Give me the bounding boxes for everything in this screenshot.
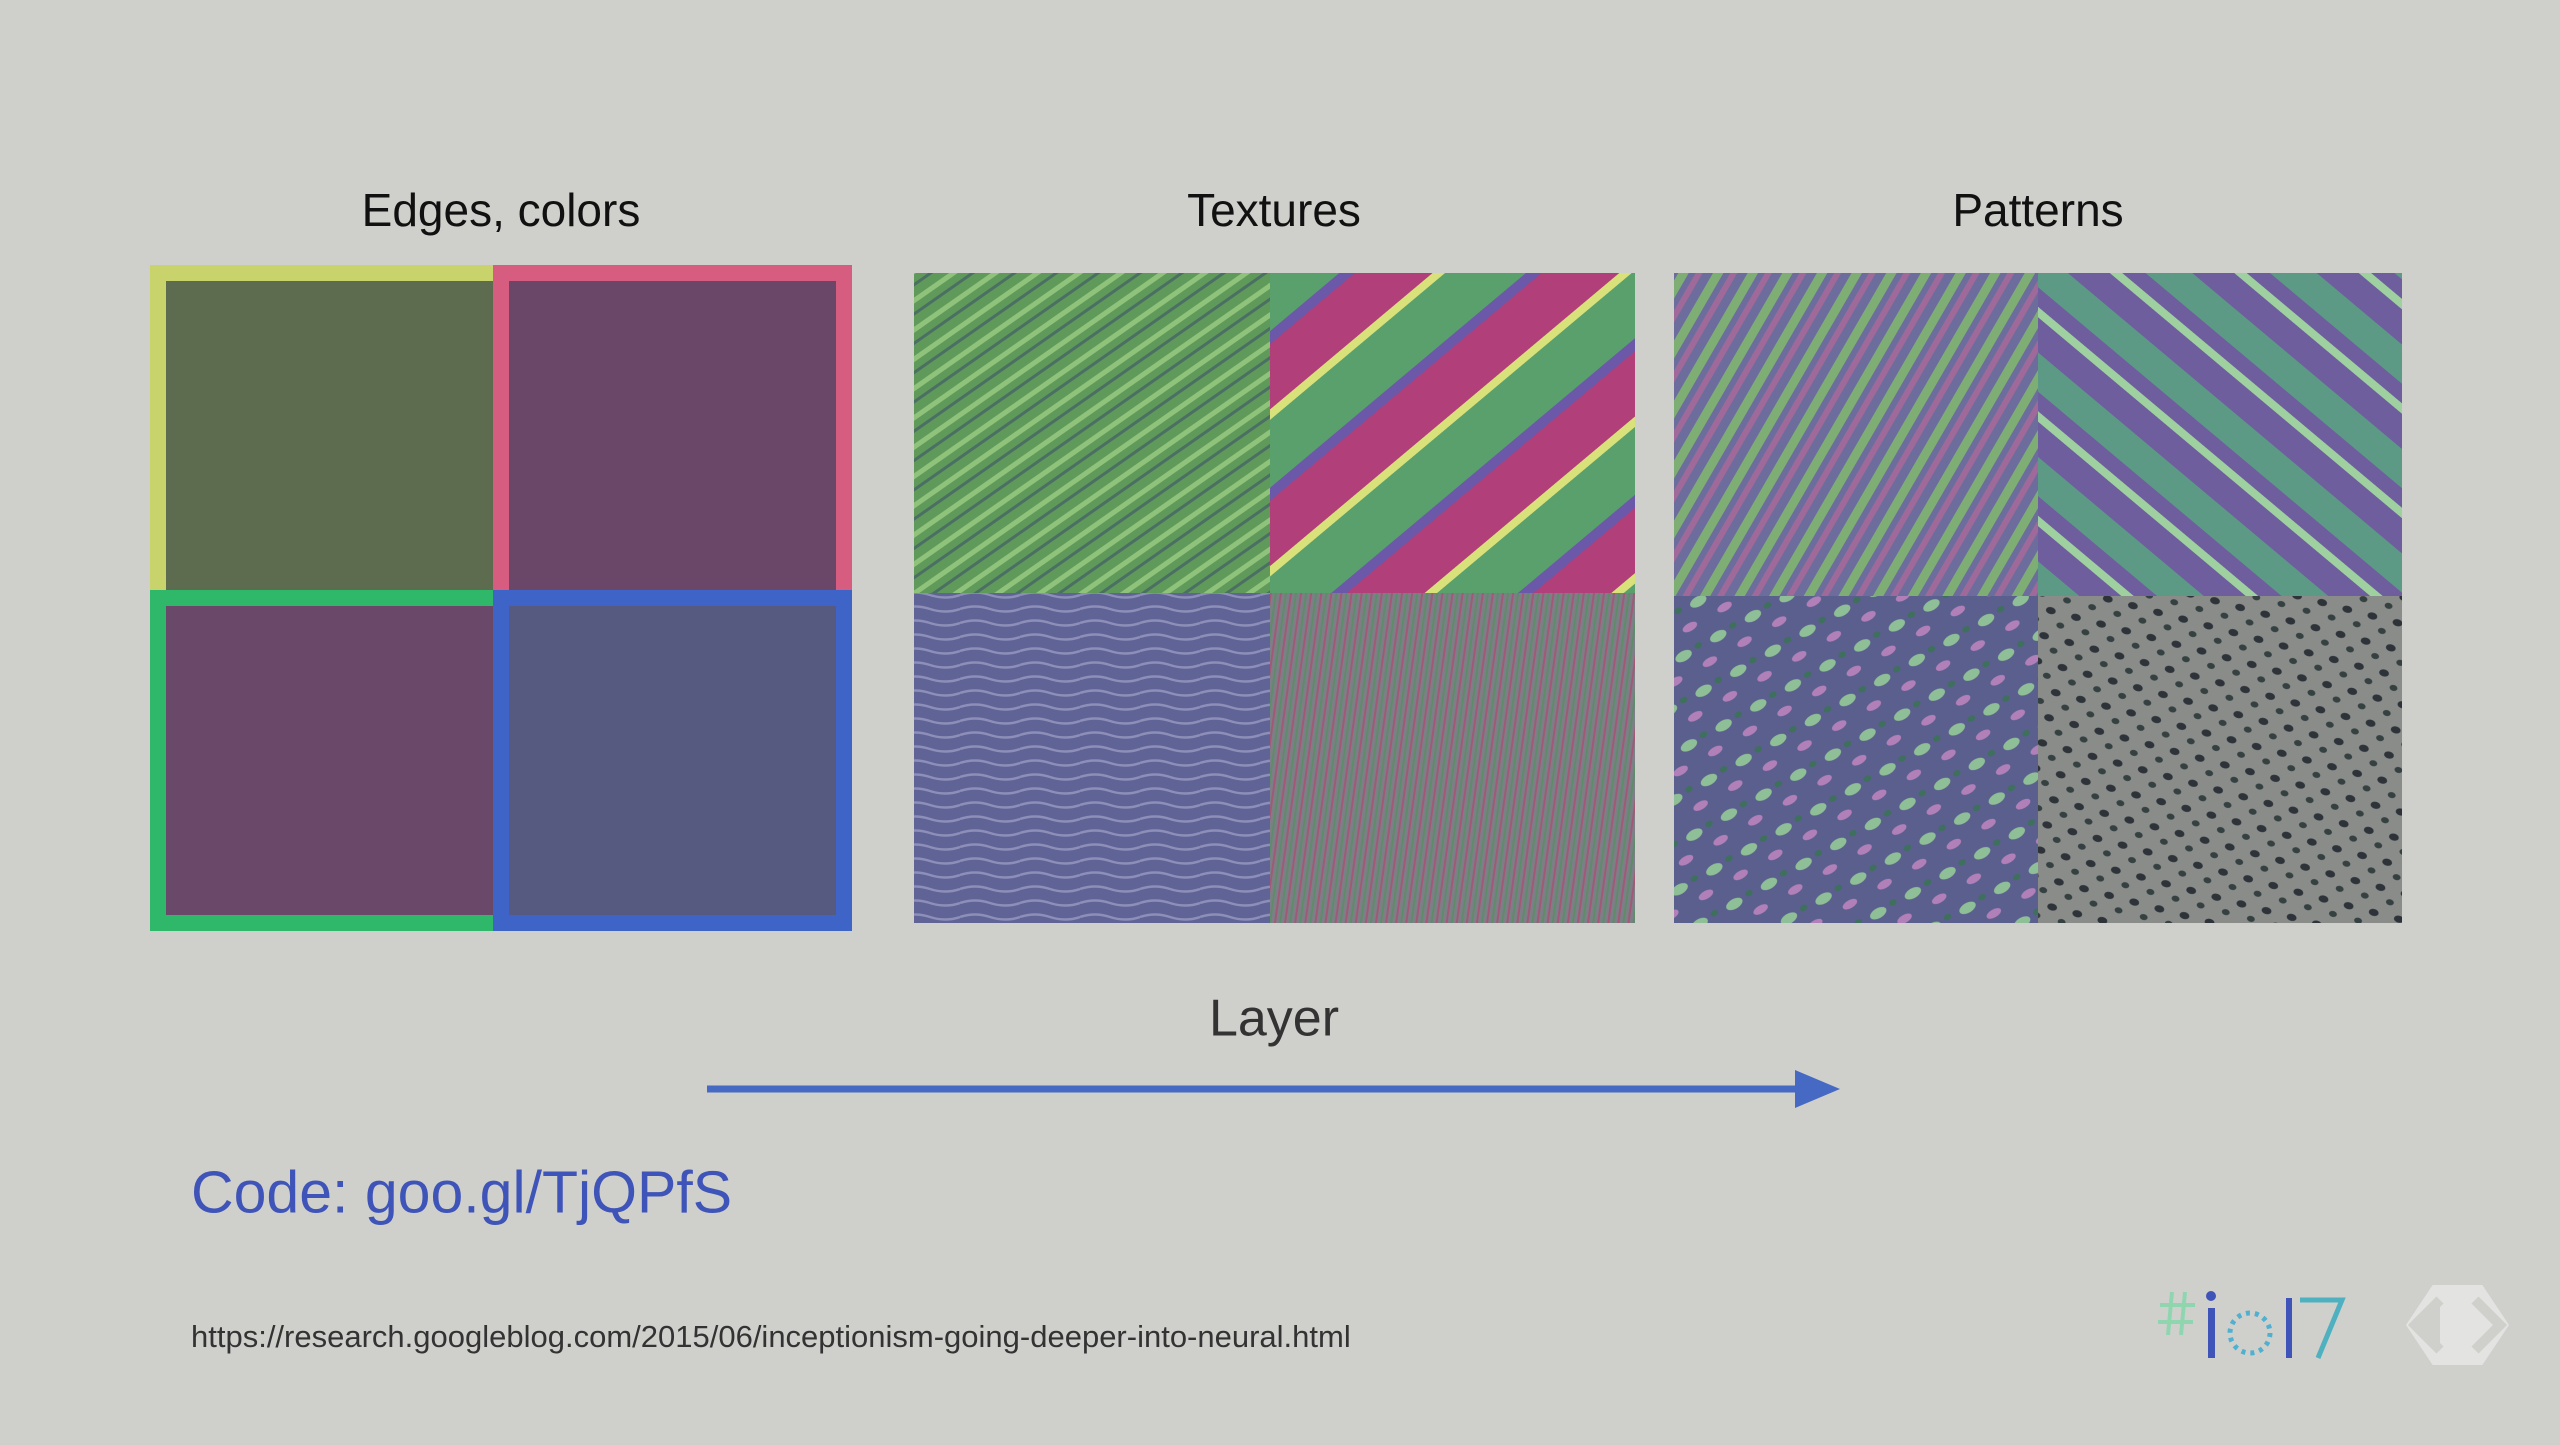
feature-image bbox=[150, 265, 509, 606]
feature-image bbox=[2038, 596, 2402, 923]
panel-edges bbox=[150, 265, 852, 931]
feature-image bbox=[1674, 273, 2038, 596]
feature-image bbox=[914, 593, 1270, 923]
dev-logo bbox=[2393, 1275, 2522, 1375]
feature-image bbox=[914, 273, 1270, 593]
feature-image bbox=[1270, 273, 1635, 593]
feature-image bbox=[150, 590, 509, 931]
panel-patterns bbox=[1674, 273, 2402, 923]
feature-image bbox=[2038, 273, 2402, 596]
feature-image bbox=[1674, 596, 2038, 923]
panel-title: Patterns bbox=[1952, 184, 2123, 236]
arrow-head bbox=[1795, 1070, 1840, 1108]
logo-dot bbox=[2206, 1291, 2216, 1301]
feature-image bbox=[493, 265, 852, 606]
feature-image bbox=[493, 590, 852, 931]
axis-label: Layer bbox=[1209, 990, 1339, 1048]
logo-1 bbox=[2286, 1298, 2292, 1358]
logo-hash bbox=[2158, 1291, 2195, 1336]
io17-logo bbox=[2158, 1275, 2522, 1375]
panel-textures bbox=[914, 273, 1635, 923]
logo-o bbox=[2227, 1310, 2273, 1356]
feature-image bbox=[1270, 593, 1635, 923]
logo-7 bbox=[2300, 1297, 2346, 1359]
logo-i bbox=[2208, 1308, 2215, 1358]
panel-title: Edges, colors bbox=[362, 184, 641, 236]
panel-title: Textures bbox=[1187, 184, 1361, 236]
source-url[interactable]: https://research.googleblog.com/2015/06/… bbox=[191, 1319, 1351, 1354]
code-link[interactable]: Code: goo.gl/TjQPfS bbox=[191, 1160, 732, 1226]
